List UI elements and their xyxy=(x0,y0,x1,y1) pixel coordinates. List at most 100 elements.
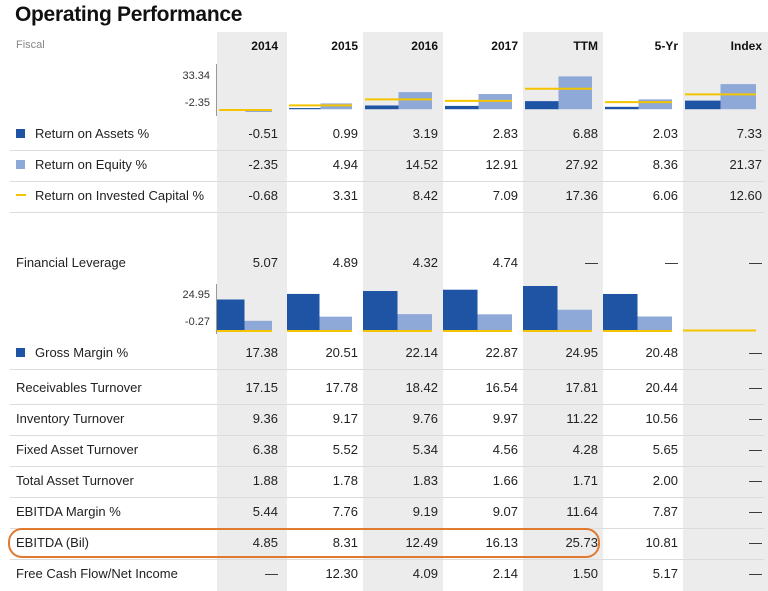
table-cell: 1.88 xyxy=(252,473,278,488)
table-cell: 4.85 xyxy=(252,535,278,550)
row-label-text: Return on Equity % xyxy=(35,157,148,172)
bar-dark xyxy=(603,293,638,331)
chart2-axis-bottom: -0.27 xyxy=(184,316,210,328)
table-cell: 17.36 xyxy=(565,188,598,203)
table-cell: — xyxy=(749,380,762,395)
row-label: Return on Assets % xyxy=(16,126,149,141)
table-cell: — xyxy=(749,442,762,457)
table-cell: 11.64 xyxy=(566,504,598,519)
table-cell: 18.42 xyxy=(405,380,438,395)
column-header: 2014 xyxy=(251,39,278,53)
row-label-text: Inventory Turnover xyxy=(16,411,125,426)
bar-dark xyxy=(287,293,320,331)
row-divider xyxy=(10,404,764,405)
bar-dark xyxy=(289,108,321,110)
row-label: Free Cash Flow/Net Income xyxy=(16,566,178,581)
table-cell: 3.31 xyxy=(332,188,358,203)
table-cell: 2.14 xyxy=(492,566,518,581)
table-cell: 9.97 xyxy=(492,411,518,426)
column-header: Index xyxy=(730,39,762,53)
row-divider xyxy=(10,497,764,498)
row-divider xyxy=(10,150,764,151)
row-label-text: EBITDA (Bil) xyxy=(16,535,89,550)
table-cell: 9.19 xyxy=(412,504,438,519)
table-cell: 1.66 xyxy=(492,473,518,488)
table-cell: 6.88 xyxy=(572,126,598,141)
table-cell: -2.35 xyxy=(248,157,278,172)
row-label: Receivables Turnover xyxy=(16,380,142,395)
table-cell: 4.94 xyxy=(332,157,358,172)
bar-dark xyxy=(525,101,559,110)
table-cell: 5.34 xyxy=(412,442,438,457)
chart1-axis-bottom: -2.35 xyxy=(184,97,210,109)
row-label-text: Financial Leverage xyxy=(16,255,126,270)
table-cell: 17.78 xyxy=(325,380,358,395)
row-label-text: Return on Assets % xyxy=(35,126,150,141)
bar-light xyxy=(398,92,432,110)
table-cell: — xyxy=(749,345,762,360)
table-cell: — xyxy=(665,255,678,270)
bar-dark xyxy=(523,286,558,331)
row-label: Return on Invested Capital % xyxy=(16,188,204,203)
table-cell: 1.50 xyxy=(572,566,598,581)
table-cell: 4.28 xyxy=(572,442,598,457)
row-divider xyxy=(10,212,764,213)
chart2-axis-top: 24.95 xyxy=(182,289,210,301)
chart1-axis-line xyxy=(216,64,217,116)
legend-line xyxy=(16,194,26,196)
bar-light xyxy=(637,316,672,331)
table-cell: 5.52 xyxy=(332,442,358,457)
table-cell: 5.65 xyxy=(652,442,678,457)
row-label-text: Free Cash Flow/Net Income xyxy=(16,566,178,581)
bar-dark xyxy=(365,105,399,110)
row-label-text: Gross Margin % xyxy=(35,345,129,360)
table-cell: 17.81 xyxy=(565,380,598,395)
column-header: 2017 xyxy=(491,39,518,53)
table-cell: -0.68 xyxy=(248,188,278,203)
table-cell: 9.07 xyxy=(492,504,518,519)
row-label: Inventory Turnover xyxy=(16,411,124,426)
table-cell: 5.07 xyxy=(252,255,278,270)
bar-dark xyxy=(685,100,721,110)
table-cell: — xyxy=(749,255,762,270)
row-label: Gross Margin % xyxy=(16,345,128,360)
table-cell: 9.17 xyxy=(332,411,358,426)
bar-light xyxy=(557,309,592,331)
table-cell: 2.83 xyxy=(492,126,518,141)
row-divider xyxy=(10,559,764,560)
column-header: TTM xyxy=(573,39,598,53)
table-cell: 2.00 xyxy=(652,473,678,488)
row-label-text: EBITDA Margin % xyxy=(16,504,121,519)
table-cell: 22.87 xyxy=(485,345,518,360)
row-label-text: Return on Invested Capital % xyxy=(35,188,205,203)
table-cell: 4.32 xyxy=(412,255,438,270)
table-cell: 12.91 xyxy=(485,157,518,172)
column-header: 2015 xyxy=(331,39,358,53)
row-label: Fixed Asset Turnover xyxy=(16,442,138,457)
table-cell: 6.38 xyxy=(252,442,278,457)
table-cell: 8.42 xyxy=(412,188,438,203)
table-cell: 12.60 xyxy=(729,188,762,203)
row-divider xyxy=(10,466,764,467)
table-cell: 11.22 xyxy=(566,411,598,426)
column-header: 2016 xyxy=(411,39,438,53)
bar-light xyxy=(477,314,512,331)
row-label: Financial Leverage xyxy=(16,255,126,270)
bar-light xyxy=(558,76,592,110)
legend-swatch xyxy=(16,129,25,138)
bar-light xyxy=(244,320,272,331)
bar-light xyxy=(397,314,432,331)
row-label-text: Total Asset Turnover xyxy=(16,473,134,488)
table-cell: 9.76 xyxy=(412,411,438,426)
table-cell: 3.19 xyxy=(412,126,438,141)
ebitda-highlight xyxy=(8,528,600,558)
table-cell: 24.95 xyxy=(565,345,598,360)
row-label-text: Receivables Turnover xyxy=(16,380,142,395)
table-cell: 14.52 xyxy=(405,157,438,172)
table-cell: 16.13 xyxy=(485,535,518,550)
table-cell: 4.09 xyxy=(412,566,438,581)
table-cell: 6.06 xyxy=(652,188,678,203)
table-cell: 17.38 xyxy=(245,345,278,360)
legend-swatch xyxy=(16,160,25,169)
